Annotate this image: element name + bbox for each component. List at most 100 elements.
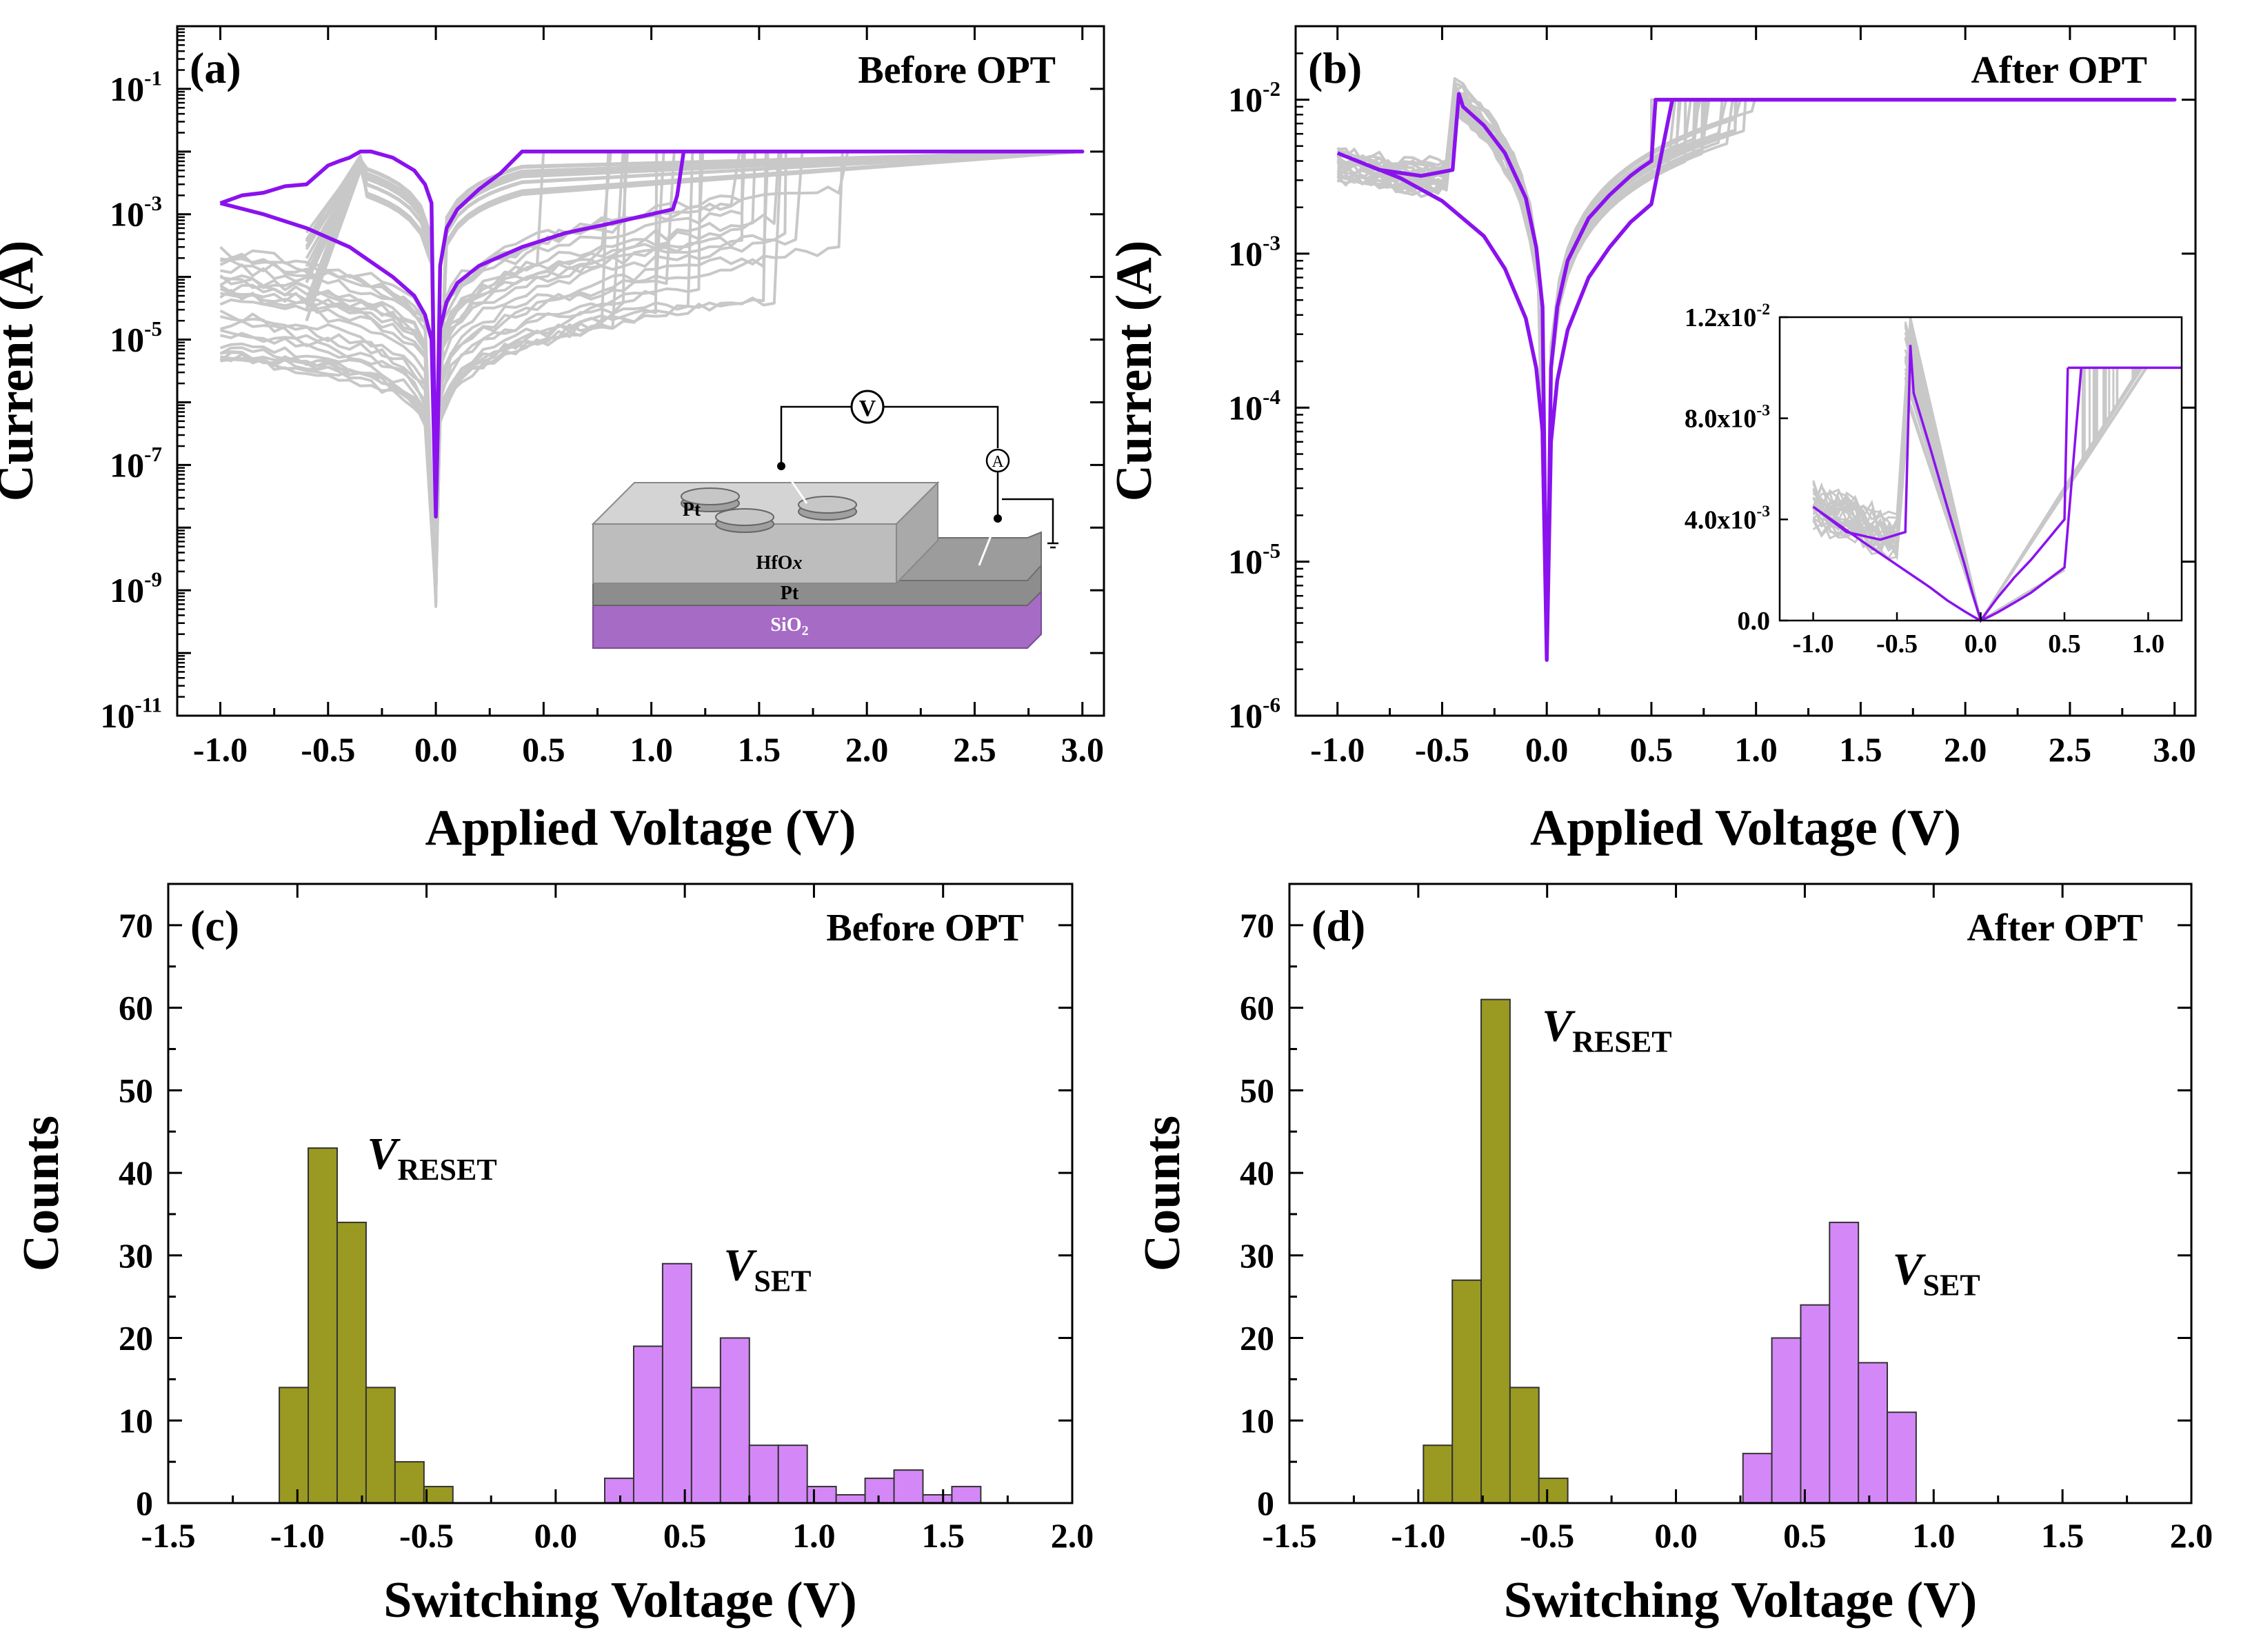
y-tick-label: 50 [119,1071,153,1109]
probe-tip [994,514,1002,523]
probe-needle [780,465,808,504]
bar [922,1494,953,1504]
x-tick-label: 1.5 [738,730,781,769]
y-tick-label-exp: -3 [1263,230,1280,254]
panel-title: After OPT [1967,907,2143,949]
x-tick-label: 0.5 [1630,730,1674,769]
x-tick-label: -0.5 [1415,730,1469,769]
x-tick-label: -1.0 [1391,1516,1445,1555]
bar [1480,998,1511,1504]
series-label-main: V [1542,1000,1576,1051]
series-label: VRESET [367,1129,496,1187]
y-tick-label-exp: -6 [1263,693,1280,717]
bar [336,1221,367,1504]
x-tick-label: 1.0 [630,730,673,769]
bar [1800,1304,1831,1504]
oxide-side-face [896,481,938,585]
y-tick-label: 30 [119,1236,153,1275]
y-tick-label-base: 10 [100,696,134,735]
x-tick-label: -1.5 [141,1516,195,1555]
bar [632,1345,663,1504]
bottom-electrode-label: Pt [781,583,799,604]
bar [1858,1362,1889,1504]
x-axis-label: Applied Voltage (V) [1530,800,1961,856]
bar [1742,1453,1773,1504]
y-tick-label: 50 [1240,1071,1274,1109]
x-tick-label: 2.5 [2049,730,2092,769]
series-line-highlighted-cycle [1336,92,2177,662]
bar [951,1486,982,1504]
bar [365,1387,396,1504]
x-tick-label: -0.5 [1520,1516,1574,1555]
bar [1771,1337,1802,1504]
x-axis-label: Applied Voltage (V) [425,800,856,856]
bar [279,1387,310,1504]
y-axis-label: Current (A) [1106,241,1163,502]
y-tick-label-exp: -4 [1263,385,1280,409]
bar [777,1444,808,1504]
y-tick-label: 10-11 [100,693,162,736]
series-label: VSET [723,1240,811,1298]
x-tick-label: 2.0 [2170,1516,2213,1555]
y-tick-label-base: 10 [1228,81,1263,119]
gray-cycle [219,150,1084,585]
inset-y-tick-label-base: 4.0x10 [1685,505,1757,534]
x-tick-label: -1.0 [270,1516,325,1555]
bar [1538,1478,1569,1504]
y-tick-label: 10 [1240,1401,1274,1440]
x-tick-label: 2.0 [1051,1516,1094,1555]
y-tick-label-base: 10 [1228,696,1263,735]
inset-background [1780,317,2182,621]
bar [719,1337,750,1504]
x-tick-label: -1.0 [1310,730,1365,769]
panel-b: -1.0 -0.5 0.0 0.5 1.0 1.5 2.0 2.5 3.010-610-510-… [1106,25,2197,856]
inset-y-tick-label-base: 8.0x10 [1685,405,1757,434]
y-tick-label: 20 [1240,1319,1274,1358]
panel-title: Before OPT [826,907,1024,949]
inset-x-tick-label: 1.0 [2132,629,2165,658]
y-tick-label-exp: -2 [1263,77,1280,101]
y-tick-label: 10-7 [110,442,162,485]
x-tick-label: 0.0 [1654,1516,1698,1555]
bar [748,1444,779,1504]
y-tick-label: 70 [1240,906,1274,945]
bar [893,1469,924,1504]
y-tick-label-base: 10 [110,321,144,359]
y-tick-label-base: 10 [1228,543,1263,581]
y-tick-label-exp: -5 [1263,538,1280,563]
top-electrode-pad-top [798,496,857,514]
oxide-label: HfOx [756,552,803,574]
y-tick-label-exp: -5 [144,316,162,341]
y-tick-label: 60 [119,989,153,1027]
series-V_SET [1742,1221,1917,1504]
x-tick-label: 2.0 [1944,730,1987,769]
top-electrode-pad-top [681,487,740,505]
plot-frame [176,25,1105,717]
ammeter-icon [985,448,1010,473]
y-axis-label: Current (A) [0,241,44,502]
series-V_RESET [279,1147,454,1504]
wire [780,405,852,466]
plot-frame [1294,25,2197,717]
panel-label: (c) [190,901,239,950]
x-tick-label: 3.0 [2153,730,2196,769]
inset-y-tick-label-base: 1.2x10 [1685,303,1757,332]
x-axis-label: Switching Voltage (V) [383,1572,857,1629]
device-schematic: V A Pt HfOx Pt SiO2 [591,390,1058,649]
panel-title: Before OPT [858,49,1056,92]
y-tick-label: 40 [119,1154,153,1192]
x-tick-label: 3.0 [1061,730,1104,769]
series-label: VSET [1892,1245,1980,1302]
bar [1451,1279,1483,1504]
substrate-label-main: SiO [770,614,801,636]
voltmeter-icon [850,390,885,424]
y-tick-label-base: 10 [110,70,144,108]
bar [1423,1444,1454,1504]
ammeter-label: A [992,453,1004,471]
inset-y-tick-label: 1.2x10-2 [1685,301,1770,332]
probe-needle [978,518,999,566]
x-axis-label: Switching Voltage (V) [1504,1572,1978,1629]
x-tick-label: 0.5 [522,730,565,769]
voltmeter-label: V [859,396,876,421]
